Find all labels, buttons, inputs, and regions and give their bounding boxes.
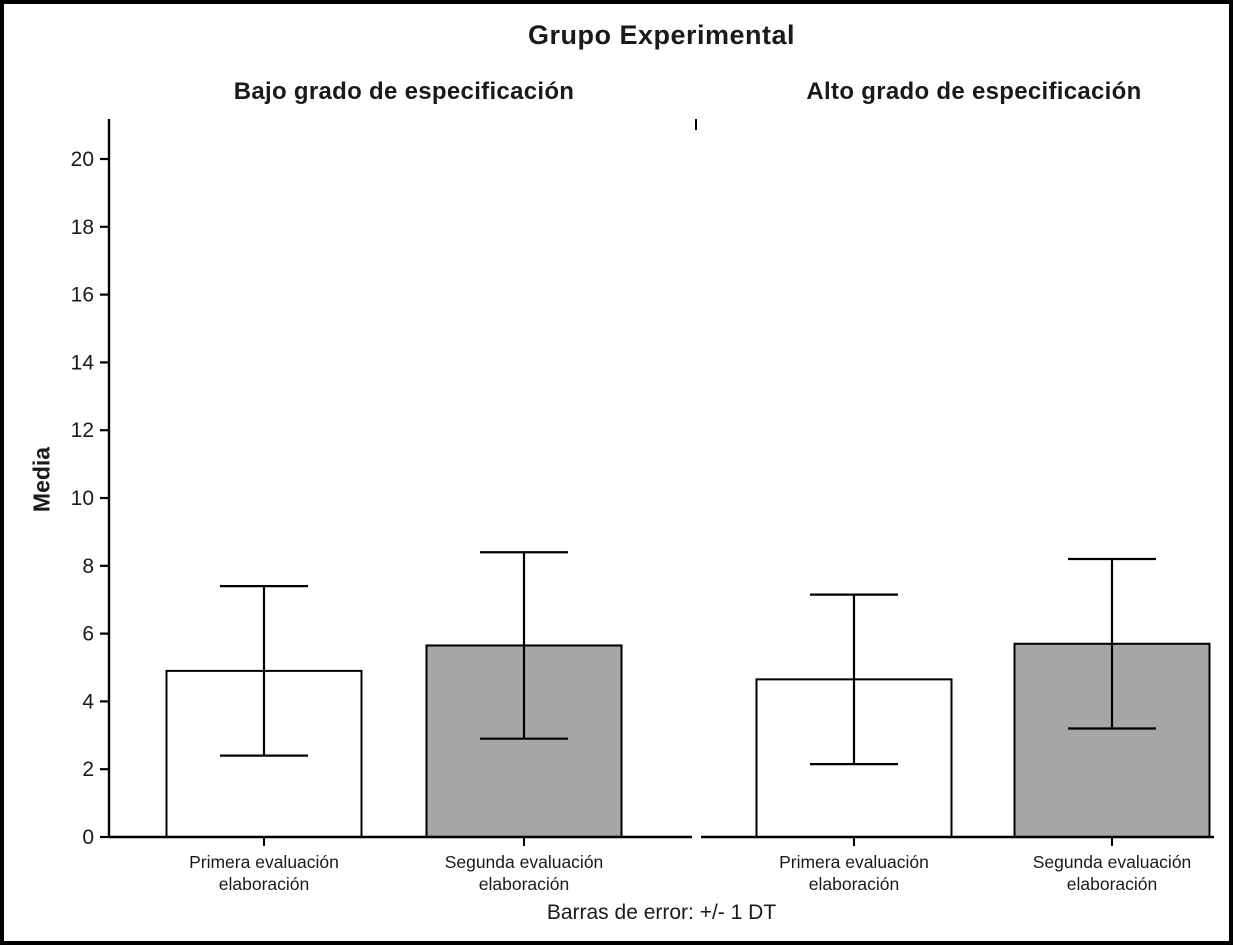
chart-title: Grupo Experimental [527, 20, 796, 50]
y-tick-label: 20 [71, 148, 94, 171]
error-bar-footnote: Barras de error: +/- 1 DT [546, 901, 777, 924]
panel-header-bajo: Bajo grado de especificación [233, 78, 575, 105]
y-tick-label: 14 [71, 351, 95, 374]
y-tick-label: 4 [82, 690, 94, 713]
y-tick-label: 16 [71, 284, 94, 307]
y-tick-label: 12 [71, 419, 94, 442]
category-label-line2: elaboración [219, 874, 309, 894]
y-tick-label: 8 [82, 555, 94, 578]
category-label-line2: elaboración [479, 874, 569, 894]
category-label-line1: Primera evaluación [779, 852, 929, 872]
category-label-line1: Segunda evaluación [445, 852, 604, 872]
y-tick-label: 2 [82, 758, 94, 781]
y-tick-label: 0 [82, 826, 94, 849]
y-tick-label: 6 [82, 623, 94, 646]
y-tick-label: 10 [71, 487, 94, 510]
panel-header-alto: Alto grado de especificación [806, 78, 1142, 105]
category-label-line1: Primera evaluación [189, 852, 339, 872]
y-tick-label: 18 [71, 216, 94, 239]
category-label-line1: Segunda evaluación [1033, 852, 1192, 872]
category-label-line2: elaboración [809, 874, 899, 894]
category-label-line2: elaboración [1067, 874, 1157, 894]
